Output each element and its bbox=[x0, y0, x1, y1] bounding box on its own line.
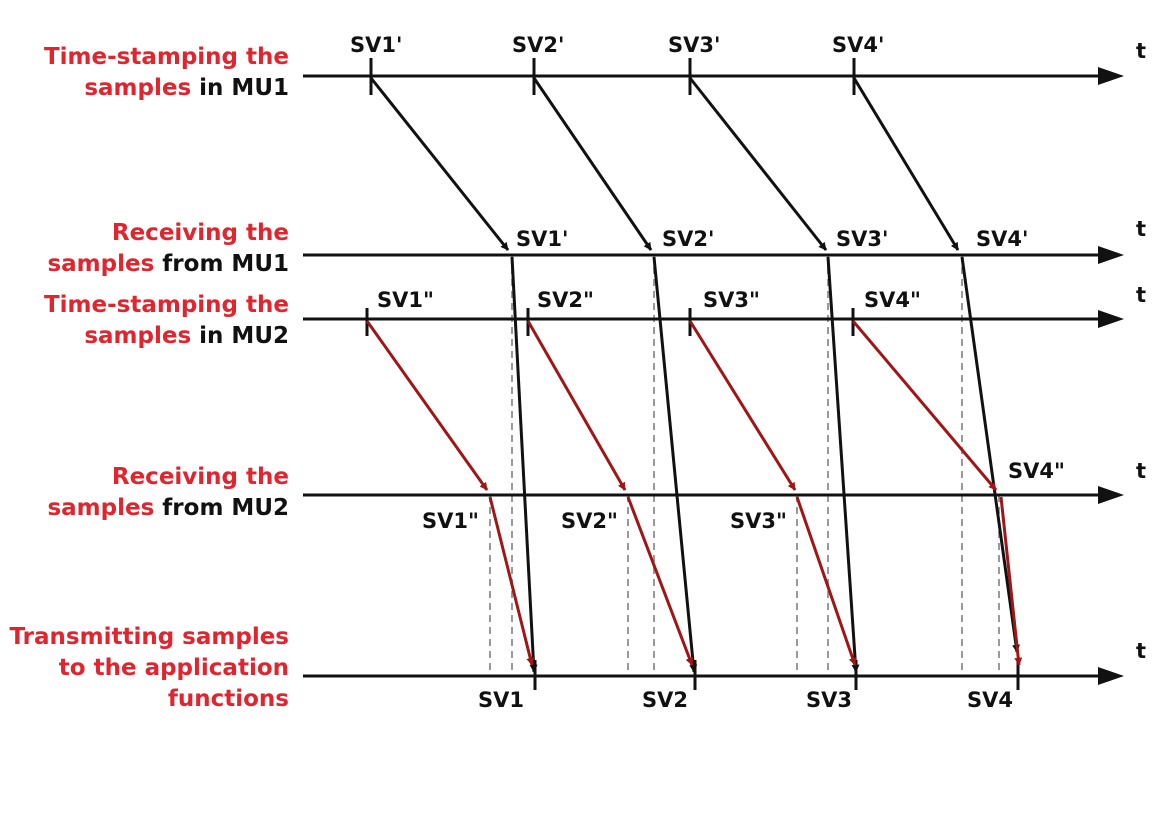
sample-label-mu1-recv: SV1' bbox=[516, 227, 568, 251]
transfer-arrow-mu1 bbox=[852, 77, 960, 251]
sample-label-mu1-stamp: SV3' bbox=[668, 33, 720, 57]
transfer-arrow-mu2 bbox=[851, 320, 998, 491]
axis-t-label: t bbox=[1136, 283, 1146, 307]
sample-label-output: SV3 bbox=[806, 688, 852, 712]
transfer-arrow-mu2 bbox=[688, 320, 797, 491]
row-label-line2-black: from MU2 bbox=[154, 495, 289, 521]
sample-label-mu2-recv: SV3" bbox=[730, 509, 787, 533]
output-arrow-mu2 bbox=[626, 496, 694, 666]
output-arrow-mu1 bbox=[510, 256, 538, 673]
row-label-line2-black: in MU1 bbox=[191, 75, 289, 101]
row-label-line2: to the application bbox=[58, 655, 289, 681]
transfer-arrow-mu1 bbox=[369, 77, 510, 251]
sample-label-mu1-recv: SV4' bbox=[976, 227, 1028, 251]
sample-label-mu2-recv: SV1" bbox=[422, 509, 479, 533]
sample-label-mu1-stamp: SV1' bbox=[350, 33, 402, 57]
sample-label-mu2-stamp: SV1" bbox=[377, 288, 434, 312]
row-label-line2-black: in MU2 bbox=[191, 323, 289, 349]
sample-label-output: SV1 bbox=[478, 688, 524, 712]
axis-t-label: t bbox=[1136, 217, 1146, 241]
output-arrow-mu2 bbox=[999, 496, 1023, 666]
axis-arrowhead bbox=[1098, 486, 1124, 504]
output-arrow-mu2 bbox=[488, 496, 535, 666]
axis-arrowhead bbox=[1098, 67, 1124, 85]
row-label-mu1-stamp: Time-stamping the samples in MU1 bbox=[44, 42, 289, 104]
transfer-arrow-mu2 bbox=[526, 320, 627, 491]
output-arrow-mu1 bbox=[960, 256, 1020, 653]
row-label-line2-red: samples bbox=[84, 323, 192, 349]
dashed-guides bbox=[489, 255, 1000, 676]
axis-arrowhead bbox=[1098, 310, 1124, 328]
axis-t-label: t bbox=[1136, 39, 1146, 63]
row-label-line1: Receiving the bbox=[111, 220, 289, 246]
sample-label-mu1-stamp: SV4' bbox=[832, 33, 884, 57]
row-label-mu2-recv: Receiving the samples from MU2 bbox=[47, 462, 289, 524]
axis-t-label: t bbox=[1136, 639, 1146, 663]
row-label-output: Transmitting samples to the application … bbox=[10, 622, 289, 715]
transfer-arrow-mu2 bbox=[365, 320, 489, 491]
row-label-line1: Time-stamping the bbox=[43, 44, 289, 70]
row-label-line1: Time-stamping the bbox=[43, 292, 289, 318]
row-label-line2-black: from MU1 bbox=[154, 251, 289, 277]
row-label-line1: Receiving the bbox=[111, 464, 289, 490]
row-label-mu2-stamp: Time-stamping the samples in MU2 bbox=[44, 290, 289, 352]
axis-t-label: t bbox=[1136, 459, 1146, 483]
sample-label-mu1-recv: SV2' bbox=[662, 227, 714, 251]
output-arrow-mu1 bbox=[652, 256, 698, 673]
axis-arrowhead bbox=[1098, 246, 1124, 264]
row-label-mu1-recv: Receiving the samples from MU1 bbox=[47, 218, 289, 280]
sample-label-mu2-recv: SV4" bbox=[1008, 459, 1065, 483]
output-arrow-mu2 bbox=[795, 496, 857, 666]
axis-arrowhead bbox=[1098, 667, 1124, 685]
sample-label-output: SV4 bbox=[967, 688, 1013, 712]
transfer-arrow-mu1 bbox=[688, 77, 828, 251]
sample-label-output: SV2 bbox=[642, 688, 688, 712]
row-label-line1: Transmitting samples bbox=[9, 624, 289, 650]
sample-label-mu1-stamp: SV2' bbox=[512, 33, 564, 57]
transfer-arrow-mu1 bbox=[532, 77, 653, 251]
row-label-line2-red: samples bbox=[84, 75, 192, 101]
sample-label-mu1-recv: SV3' bbox=[836, 227, 888, 251]
row-label-line2-red: samples bbox=[47, 251, 155, 277]
output-arrow-mu1 bbox=[826, 256, 860, 673]
sample-label-mu2-stamp: SV2" bbox=[537, 288, 594, 312]
sample-label-mu2-stamp: SV4" bbox=[864, 288, 921, 312]
row-label-line2-red: samples bbox=[47, 495, 155, 521]
row-label-line3: functions bbox=[167, 686, 289, 712]
sample-label-mu2-stamp: SV3" bbox=[703, 288, 760, 312]
sample-label-mu2-recv: SV2" bbox=[561, 509, 618, 533]
